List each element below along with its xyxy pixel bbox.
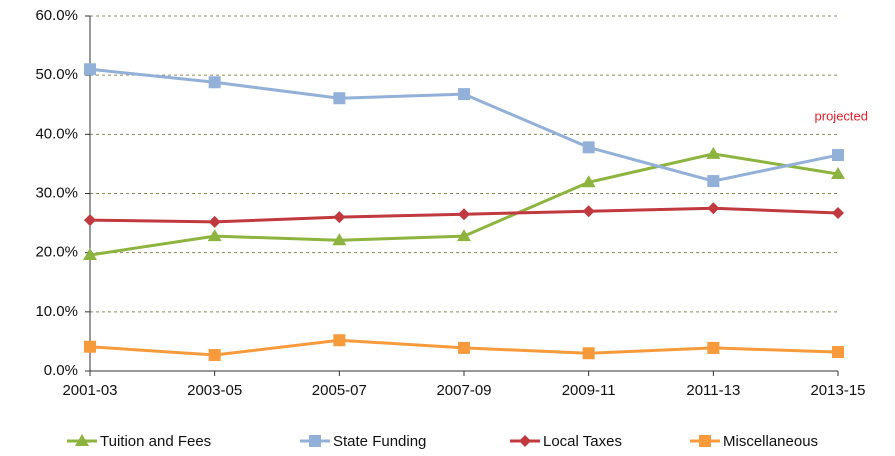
marker [582,347,595,360]
marker [699,435,711,447]
marker [582,141,595,154]
marker [458,341,470,354]
marker [333,211,346,224]
marker [309,435,321,447]
marker [582,205,595,218]
y-tick-label: 60.0% [35,7,78,24]
y-tick-label: 0.0% [44,362,78,379]
annotation: projected [815,108,868,123]
x-tick-label: 2011-13 [686,382,740,399]
marker [707,175,720,188]
marker [84,340,96,353]
marker [706,146,721,159]
marker [84,63,96,76]
x-tick-label: 2001-03 [62,382,117,399]
legend-label: State Funding [333,433,426,450]
marker [83,248,97,261]
y-tick-label: 40.0% [35,125,78,142]
series-line [89,67,839,183]
marker [208,349,221,362]
marker [832,149,844,162]
marker [458,88,470,101]
marker [333,92,346,105]
marker [832,207,844,220]
x-tick-label: 2009-11 [562,382,616,399]
marker [831,166,845,179]
y-tick-label: 50.0% [35,66,78,83]
x-tick-label: 2003-05 [187,382,242,399]
marker [707,341,720,354]
marker [581,175,596,188]
marker [207,229,222,242]
marker [208,215,221,228]
y-tick-label: 30.0% [35,184,78,201]
marker [832,346,844,359]
marker [707,202,720,215]
y-tick-label: 10.0% [35,303,78,320]
legend-label: Tuition and Fees [100,433,211,450]
marker [208,76,221,89]
x-tick-label: 2013-15 [810,382,865,399]
marker [519,435,531,447]
marker [333,334,346,347]
x-tick-label: 2007-09 [436,382,491,399]
marker [75,434,89,446]
marker [332,233,347,246]
legend-label: Local Taxes [543,433,622,450]
marker [458,208,470,221]
marker [457,229,471,242]
marker [84,214,96,227]
x-tick-label: 2005-07 [312,382,367,399]
legend-label: Miscellaneous [723,433,818,450]
y-tick-label: 20.0% [35,244,78,261]
